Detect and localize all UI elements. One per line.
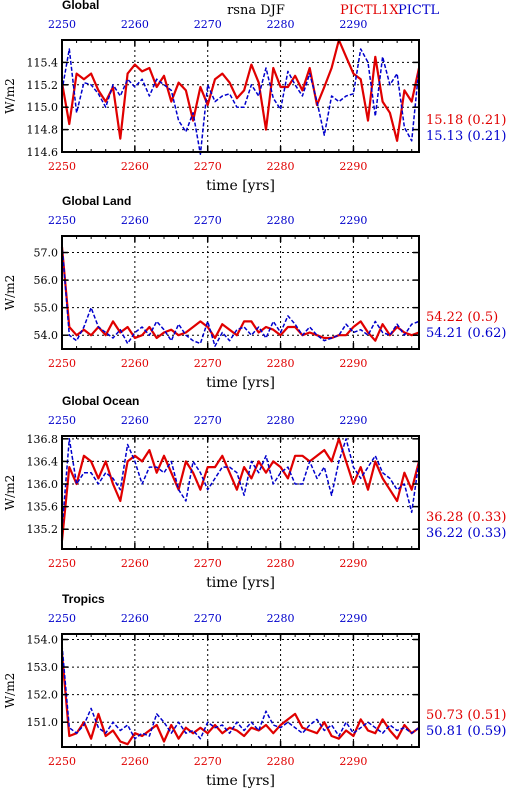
y-tick-label: 136.4	[27, 455, 59, 468]
x-tick-label: 2270	[194, 557, 222, 570]
x-tick-label: 2290	[339, 755, 367, 768]
series-line	[60, 246, 420, 342]
y-tick-label: 152.0	[27, 689, 59, 702]
plot-frame	[61, 235, 420, 350]
x-tick-label-top: 2290	[339, 612, 367, 625]
x-tick-label-top: 2250	[48, 18, 76, 31]
x-tick-label: 2280	[267, 557, 295, 570]
x-tick-label: 2250	[48, 357, 76, 370]
chart-panel: Global Land 2250 2250 2260 2260 2270 2270 2280 2…	[3, 194, 506, 391]
x-tick-label: 2260	[121, 557, 149, 570]
plot-frame	[61, 633, 420, 748]
y-tick-label: 55.0	[34, 302, 59, 315]
x-tick-label: 2270	[194, 357, 222, 370]
legend-label-pictl: PICTL	[398, 3, 440, 18]
panel-title: Tropics	[62, 592, 105, 606]
y-tick-label: 57.0	[34, 247, 59, 260]
x-tick-label: 2290	[339, 160, 367, 173]
chart-panels: Global 2250 2250 2260 2260 2270 2270 2280 2280 22…	[3, 0, 506, 789]
plot-frame	[61, 39, 420, 153]
x-tick-label: 2270	[194, 160, 222, 173]
x-tick-label: 2270	[194, 755, 222, 768]
x-axis-label: time [yrs]	[206, 575, 275, 591]
panel-title: Global Ocean	[62, 394, 139, 408]
x-tick-label: 2250	[48, 557, 76, 570]
x-tick-label: 2260	[121, 755, 149, 768]
x-tick-label-top: 2270	[194, 214, 222, 227]
x-tick-label-top: 2260	[121, 214, 149, 227]
x-axis-label: time [yrs]	[206, 178, 275, 194]
y-tick-label: 135.2	[27, 523, 59, 536]
stats-label-pictl: 36.22 (0.33)	[426, 526, 506, 541]
y-tick-label: 136.0	[27, 478, 59, 491]
legend-label-pictl1x: PICTL1X	[340, 3, 399, 18]
x-tick-label-top: 2270	[194, 18, 222, 31]
series-line	[61, 48, 420, 155]
stats-label-pictl1x: 15.18 (0.21)	[426, 113, 506, 128]
x-tick-label-top: 2260	[121, 414, 149, 427]
stats-label-pictl1x: 50.73 (0.51)	[426, 708, 506, 723]
x-tick-label: 2250	[48, 755, 76, 768]
x-tick-label: 2280	[267, 755, 295, 768]
x-tick-label-top: 2290	[339, 18, 367, 31]
chart-panel: Global 2250 2250 2260 2260 2270 2270 2280 2280 22…	[3, 0, 506, 194]
x-tick-label-top: 2250	[48, 612, 76, 625]
x-tick-label-top: 2280	[267, 214, 295, 227]
x-axis-label: time [yrs]	[206, 773, 275, 789]
y-tick-label: 154.0	[27, 634, 59, 647]
y-tick-label: 115.4	[27, 56, 59, 69]
y-tick-label: 56.0	[34, 274, 59, 287]
y-axis-label: W/m2	[3, 475, 17, 510]
y-axis-label: W/m2	[3, 673, 17, 708]
y-axis-label: W/m2	[3, 78, 17, 113]
x-tick-label: 2260	[121, 160, 149, 173]
x-tick-label-top: 2280	[267, 414, 295, 427]
x-tick-label: 2290	[339, 357, 367, 370]
x-tick-label-top: 2250	[48, 414, 76, 427]
stats-label-pictl1x: 54.22 (0.5)	[426, 310, 498, 325]
x-tick-label: 2280	[267, 357, 295, 370]
figure-title: rsna DJF	[227, 3, 285, 18]
stats-label-pictl: 15.13 (0.21)	[426, 129, 506, 144]
chart-panel: Tropics 2250 2250 2260 2260 2270 2270 2280 2280 2…	[3, 592, 506, 789]
x-tick-label-top: 2260	[121, 18, 149, 31]
x-tick-label-top: 2250	[48, 214, 76, 227]
x-tick-label-top: 2270	[194, 612, 222, 625]
x-tick-label-top: 2280	[267, 18, 295, 31]
y-tick-label: 114.6	[27, 146, 59, 159]
series-line	[60, 437, 421, 541]
series-line	[61, 244, 420, 347]
x-tick-label-top: 2280	[267, 612, 295, 625]
panel-title: Global Land	[62, 194, 131, 208]
series-line	[60, 38, 421, 142]
y-tick-label: 115.2	[27, 79, 59, 92]
x-tick-label-top: 2260	[121, 612, 149, 625]
stats-label-pictl: 50.81 (0.59)	[426, 724, 506, 739]
x-tick-label-top: 2290	[339, 214, 367, 227]
stats-label-pictl1x: 36.28 (0.33)	[426, 510, 506, 525]
panel-title: Global	[62, 0, 99, 12]
y-tick-label: 151.0	[27, 716, 59, 729]
series-line	[60, 653, 420, 746]
x-tick-label: 2280	[267, 160, 295, 173]
stats-label-pictl: 54.21 (0.62)	[426, 326, 506, 341]
x-tick-label-top: 2290	[339, 414, 367, 427]
y-tick-label: 115.0	[27, 101, 59, 114]
y-tick-label: 135.6	[27, 501, 59, 514]
y-axis-label: W/m2	[3, 275, 17, 310]
x-tick-label: 2250	[48, 160, 76, 173]
chart-panel: Global Ocean 2250 2250 2260 2260 2270 2270 2280…	[3, 394, 506, 591]
plot-frame	[61, 435, 420, 550]
x-axis-label: time [yrs]	[206, 375, 275, 391]
series-line	[61, 438, 420, 530]
y-tick-label: 136.8	[27, 433, 59, 446]
series-line	[61, 644, 420, 740]
y-tick-label: 114.8	[27, 124, 59, 137]
x-tick-label-top: 2270	[194, 414, 222, 427]
y-tick-label: 153.0	[27, 661, 59, 674]
x-tick-label: 2290	[339, 557, 367, 570]
y-tick-label: 54.0	[34, 329, 59, 342]
x-tick-label: 2260	[121, 357, 149, 370]
